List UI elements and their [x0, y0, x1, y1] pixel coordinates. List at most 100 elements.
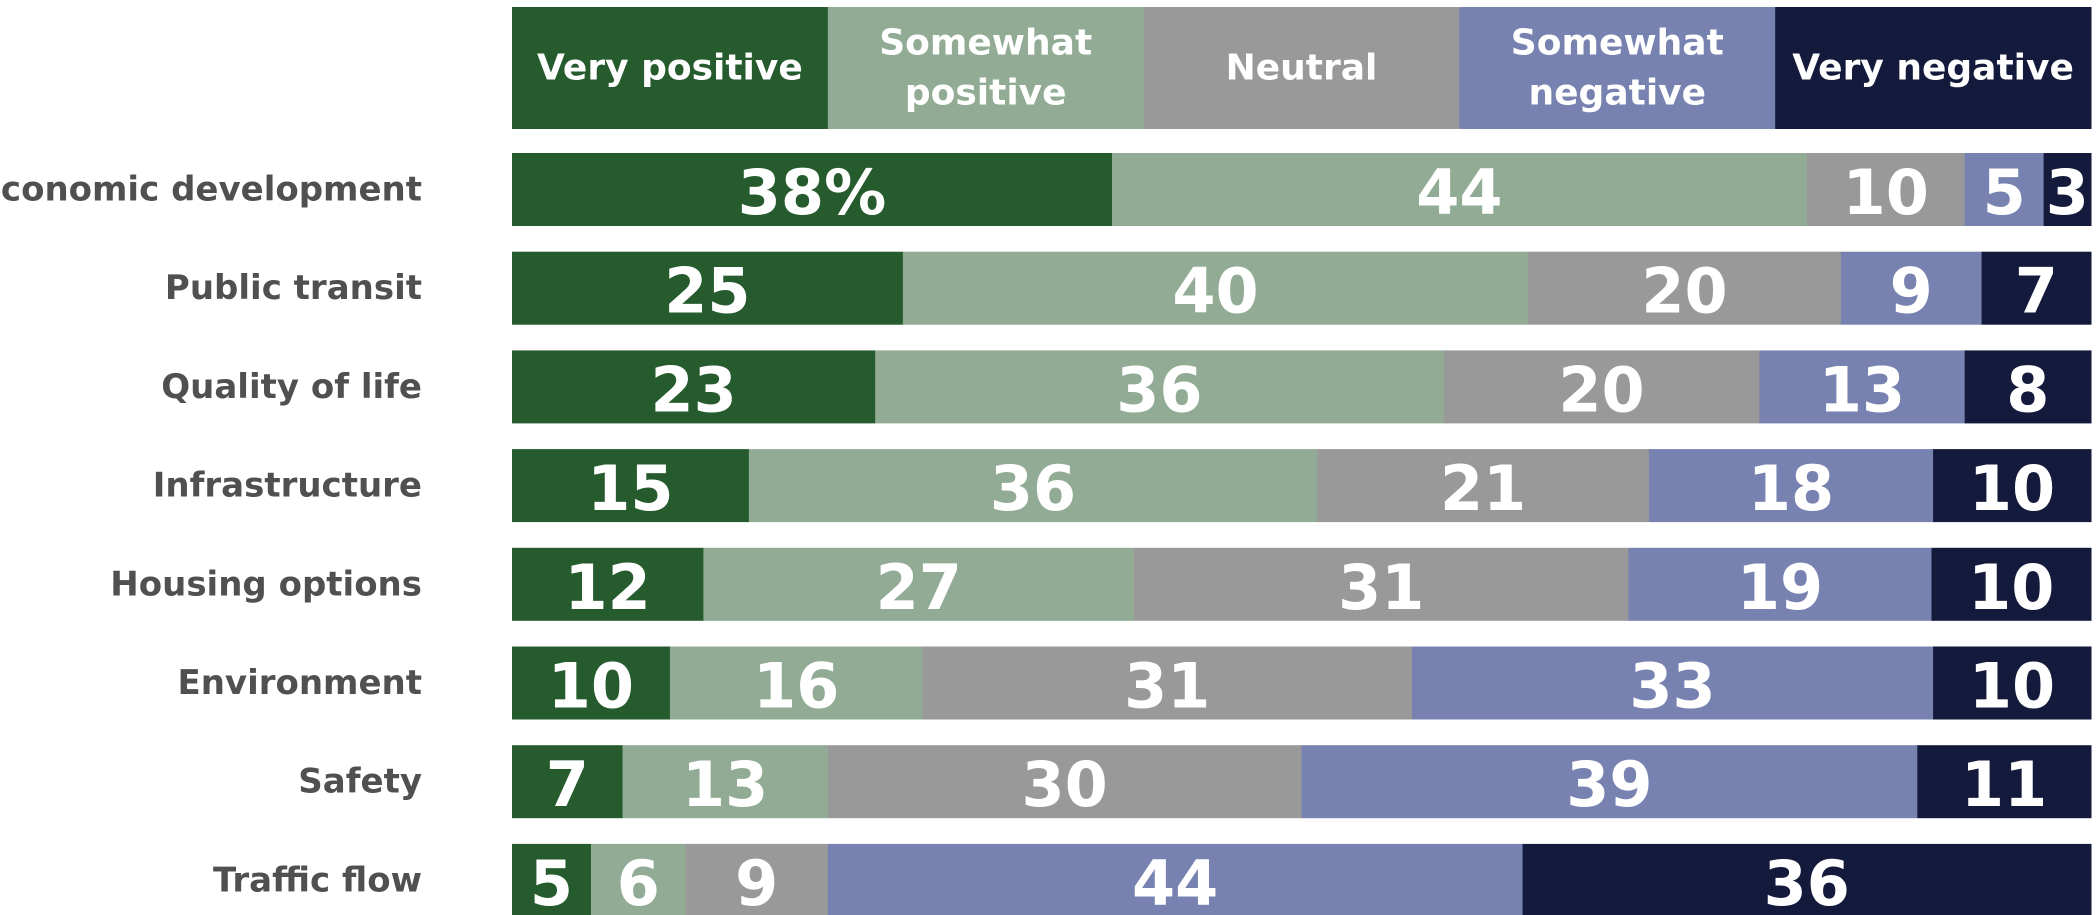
bar-public-transit-very-positive: [512, 251, 904, 325]
bar-environment-very-positive: [512, 646, 671, 720]
legend-label-somewhat-negative-line1: Somewhat: [1511, 23, 1724, 64]
value-label-environment-somewhat-negative: 33: [1629, 650, 1715, 723]
bar-housing-options-very-negative: [1931, 547, 2092, 621]
value-label-environment-somewhat-positive: 16: [753, 650, 839, 723]
bar-quality-of-life-very-negative: [1964, 350, 2092, 424]
bar-traffic-flow-very-negative: [1522, 843, 2092, 915]
value-label-economic-development-somewhat-negative: 5: [1983, 156, 2026, 229]
value-label-quality-of-life-somewhat-negative: 13: [1819, 353, 1905, 426]
bar-economic-development-very-positive: [512, 153, 1113, 226]
value-label-quality-of-life-somewhat-positive: 36: [1116, 353, 1202, 426]
bar-public-transit-neutral: [1528, 251, 1842, 325]
value-label-housing-options-very-positive: 12: [565, 551, 651, 624]
bar-public-transit-somewhat-negative: [1840, 251, 1983, 325]
bar-safety-very-positive: [512, 745, 624, 819]
bar-housing-options-somewhat-negative: [1628, 547, 1933, 621]
row-label-infrastructure: Infrastructure: [153, 466, 422, 506]
value-label-traffic-flow-somewhat-positive: 6: [617, 847, 660, 915]
bar-public-transit-very-negative: [1981, 251, 2092, 325]
bar-traffic-flow-very-positive: [512, 843, 592, 915]
bar-infrastructure-somewhat-negative: [1648, 449, 1934, 523]
value-label-infrastructure-neutral: 21: [1440, 452, 1526, 525]
value-label-public-transit-somewhat-negative: 9: [1890, 255, 1933, 328]
value-label-quality-of-life-very-positive: 23: [650, 353, 736, 426]
bar-infrastructure-somewhat-positive: [748, 449, 1318, 523]
value-label-safety-somewhat-positive: 13: [682, 748, 768, 821]
value-label-economic-development-somewhat-positive: 44: [1416, 156, 1502, 229]
bar-traffic-flow-somewhat-negative: [827, 843, 1524, 915]
bar-environment-very-negative: [1933, 646, 2092, 720]
row-label-economic-development: Economic development: [0, 170, 422, 210]
bar-quality-of-life-somewhat-negative: [1759, 350, 1966, 424]
value-label-economic-development-neutral: 10: [1843, 156, 1929, 229]
bar-infrastructure-very-negative: [1933, 449, 2092, 523]
legend-label-somewhat-negative-line2: negative: [1529, 73, 1707, 114]
bar-economic-development-somewhat-positive: [1112, 153, 1808, 226]
value-label-economic-development-very-positive: 38%: [738, 156, 886, 229]
value-label-quality-of-life-neutral: 20: [1558, 353, 1644, 426]
value-label-public-transit-neutral: 20: [1641, 255, 1727, 328]
value-label-environment-very-negative: 10: [1969, 650, 2055, 723]
value-label-public-transit-somewhat-positive: 40: [1172, 255, 1258, 328]
legend-swatch-very-positive: [512, 7, 829, 129]
value-label-housing-options-somewhat-positive: 27: [876, 551, 962, 624]
row-label-environment: Environment: [177, 663, 422, 703]
bar-infrastructure-neutral: [1317, 449, 1650, 523]
row-label-traffic-flow: Traffic flow: [213, 860, 422, 900]
row-label-safety: Safety: [298, 762, 422, 802]
value-label-public-transit-very-positive: 25: [664, 255, 750, 328]
bar-quality-of-life-neutral: [1443, 350, 1760, 424]
legend-swatch-somewhat-negative: [1459, 7, 1776, 129]
value-label-infrastructure-somewhat-negative: 18: [1748, 452, 1834, 525]
value-label-quality-of-life-very-negative: 8: [2006, 353, 2049, 426]
bar-safety-somewhat-positive: [622, 745, 829, 819]
row-label-quality-of-life: Quality of life: [161, 367, 422, 407]
legend-label-somewhat-positive-line2: positive: [905, 73, 1067, 114]
legend: Very positive Somewhat positive Neutral Some…: [512, 7, 2092, 129]
value-label-environment-neutral: 31: [1124, 650, 1210, 723]
value-label-traffic-flow-neutral: 9: [735, 847, 778, 915]
value-label-public-transit-very-negative: 7: [2015, 255, 2058, 328]
value-label-traffic-flow-somewhat-negative: 44: [1132, 847, 1218, 915]
bar-safety-neutral: [827, 745, 1302, 819]
value-label-safety-very-negative: 11: [1961, 748, 2047, 821]
value-label-infrastructure-very-negative: 10: [1969, 452, 2055, 525]
bar-traffic-flow-somewhat-positive: [590, 843, 687, 915]
value-label-infrastructure-somewhat-positive: 36: [990, 452, 1076, 525]
legend-swatch-neutral: [1143, 7, 1460, 129]
value-label-housing-options-very-negative: 10: [1968, 551, 2054, 624]
value-label-environment-very-positive: 10: [548, 650, 634, 723]
value-label-infrastructure-very-positive: 15: [587, 452, 673, 525]
value-label-safety-very-positive: 7: [546, 748, 589, 821]
legend-label-neutral: Neutral: [1226, 48, 1378, 89]
bar-housing-options-somewhat-positive: [703, 547, 1135, 621]
row-labels: Economic development Public transit Qualit…: [0, 170, 422, 901]
bar-environment-neutral: [922, 646, 1413, 720]
value-label-economic-development-very-negative: 3: [2046, 156, 2089, 229]
legend-swatch-very-negative: [1775, 7, 2092, 129]
bar-safety-somewhat-negative: [1301, 745, 1918, 819]
value-label-traffic-flow-very-negative: 36: [1764, 847, 1850, 915]
value-label-traffic-flow-very-positive: 5: [530, 847, 573, 915]
row-label-housing-options: Housing options: [110, 564, 422, 604]
bar-housing-options-neutral: [1134, 547, 1629, 621]
bar-economic-development-very-negative: [2043, 153, 2092, 226]
value-label-safety-somewhat-negative: 39: [1566, 748, 1652, 821]
bar-housing-options-very-positive: [512, 547, 704, 621]
legend-label-somewhat-positive-line1: Somewhat: [879, 23, 1092, 64]
legend-swatch-somewhat-positive: [827, 7, 1145, 129]
bar-public-transit-somewhat-positive: [902, 251, 1529, 325]
row-label-public-transit: Public transit: [165, 268, 422, 308]
bar-economic-development-neutral: [1806, 153, 1966, 226]
value-label-safety-neutral: 30: [1022, 748, 1108, 821]
bar-safety-very-negative: [1917, 745, 2092, 819]
legend-label-very-positive: Very positive: [537, 48, 803, 89]
bar-environment-somewhat-negative: [1412, 646, 1934, 720]
bar-quality-of-life-somewhat-positive: [875, 350, 1445, 424]
bar-environment-somewhat-positive: [669, 646, 924, 720]
bar-traffic-flow-neutral: [685, 843, 829, 915]
bar-quality-of-life-very-positive: [512, 350, 876, 424]
bar-economic-development-somewhat-negative: [1964, 153, 2045, 226]
